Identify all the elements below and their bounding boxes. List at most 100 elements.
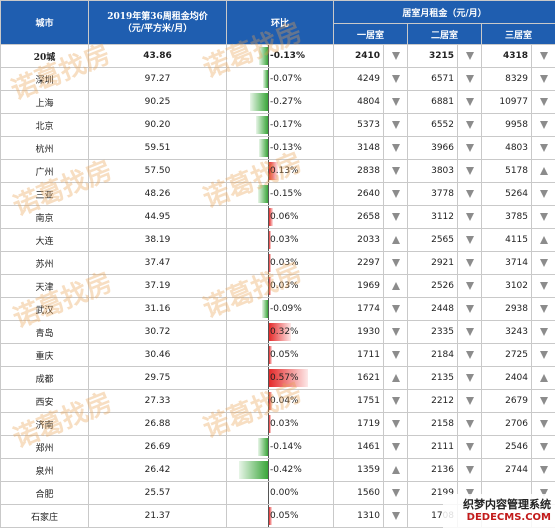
city-cell: 杭州 [0,136,89,160]
two-bed-rent-cell: 2526 [407,274,458,298]
arrow-down-icon [391,166,400,175]
change-bar-positive [269,231,272,249]
one-bed-trend-cell [383,205,408,229]
three-bed-rent-cell: 4803 [481,136,532,160]
two-bed-trend-cell [457,320,482,344]
change-bar-negative [263,70,268,88]
two-bed-trend-cell [457,343,482,367]
header-city: 城市 [0,0,89,45]
header-two-bed: 二居室 [407,23,482,45]
city-cell: 三亚 [0,182,89,206]
one-bed-trend-cell [383,113,408,137]
arrow-down-icon [539,51,548,60]
one-bed-trend-cell [383,251,408,275]
two-bed-trend-cell [457,412,482,436]
change-bar-negative [259,47,268,65]
arrow-down-icon [465,350,474,359]
table-row: 上海 90.25 -0.27% 4804 6881 10977 [0,90,555,114]
table-row: 泉州 26.42 -0.42% 1359 2136 2744 [0,458,555,482]
one-bed-trend-cell [383,458,408,482]
corner-logo-url: DEDECMS.COM [466,512,551,523]
avg-price-cell: 57.50 [88,159,227,183]
table-row: 杭州 59.51 -0.13% 3148 3966 4803 [0,136,555,160]
avg-price-cell: 38.19 [88,228,227,252]
three-bed-rent-cell: 3243 [481,320,532,344]
change-value: 0.03% [270,419,299,429]
one-bed-trend-cell [383,44,408,68]
change-value: 0.03% [270,235,299,245]
avg-price-cell: 27.33 [88,389,227,413]
one-bed-rent-cell: 2410 [333,44,384,68]
change-value: 0.06% [270,212,299,222]
one-bed-rent-cell: 4804 [333,90,384,114]
change-cell: 0.03% [226,274,334,298]
header-avg-title: 2019年第36周租金均价 [107,11,208,22]
two-bed-trend-cell [457,389,482,413]
three-bed-trend-cell [530,90,555,114]
avg-price-cell: 48.26 [88,182,227,206]
city-cell: 泉州 [0,458,89,482]
three-bed-rent-cell: 5264 [481,182,532,206]
arrow-down-icon [391,304,400,313]
arrow-down-icon [465,166,474,175]
two-bed-rent-cell: 2136 [407,458,458,482]
three-bed-rent-cell: 3785 [481,205,532,229]
city-cell: 20城 [0,44,89,68]
arrow-down-icon [465,120,474,129]
two-bed-rent-cell: 3778 [407,182,458,206]
table-row: 苏州 37.47 0.03% 2297 2921 3714 [0,251,555,275]
two-bed-trend-cell [457,67,482,91]
change-bar-positive [269,208,274,226]
avg-price-cell: 90.20 [88,113,227,137]
city-cell: 武汉 [0,297,89,321]
change-cell: 0.57% [226,366,334,390]
change-cell: 0.32% [226,320,334,344]
one-bed-trend-cell [383,435,408,459]
arrow-down-icon [391,97,400,106]
change-axis [268,367,269,389]
three-bed-trend-cell [530,205,555,229]
city-cell: 南京 [0,205,89,229]
table-row: 西安 27.33 0.04% 1751 2212 2679 [0,389,555,413]
one-bed-rent-cell: 2658 [333,205,384,229]
table-row: 重庆 30.46 0.05% 1711 2184 2725 [0,343,555,367]
city-cell: 北京 [0,113,89,137]
change-value: -0.14% [270,442,302,452]
avg-price-cell: 26.88 [88,412,227,436]
arrow-down-icon [539,327,548,336]
arrow-down-icon [391,143,400,152]
two-bed-rent-cell: 2565 [407,228,458,252]
city-cell: 大连 [0,228,89,252]
one-bed-rent-cell: 1621 [333,366,384,390]
change-axis [268,91,269,113]
avg-price-cell: 29.75 [88,366,227,390]
two-bed-rent-cell: 3215 [407,44,458,68]
avg-price-cell: 59.51 [88,136,227,160]
avg-price-cell: 90.25 [88,90,227,114]
change-axis [268,114,269,136]
change-bar-positive [269,369,308,387]
city-cell: 郑州 [0,435,89,459]
change-axis [268,160,269,182]
arrow-down-icon [539,120,548,129]
arrow-down-icon [465,51,474,60]
two-bed-trend-cell [457,113,482,137]
change-cell: -0.14% [226,435,334,459]
three-bed-rent-cell: 2706 [481,412,532,436]
arrow-up-icon [391,281,400,290]
three-bed-rent-cell: 2725 [481,343,532,367]
table-row: 北京 90.20 -0.17% 5373 6552 9958 [0,113,555,137]
arrow-down-icon [391,419,400,428]
two-bed-rent-cell: 2158 [407,412,458,436]
one-bed-trend-cell [383,297,408,321]
change-bar-negative [256,116,268,134]
change-value: -0.07% [270,74,302,84]
one-bed-rent-cell: 2033 [333,228,384,252]
arrow-up-icon [539,373,548,382]
change-cell: -0.42% [226,458,334,482]
three-bed-trend-cell [530,366,555,390]
arrow-down-icon [465,465,474,474]
table-row: 深圳 97.27 -0.07% 4249 6571 8329 [0,67,555,91]
change-axis [268,275,269,297]
